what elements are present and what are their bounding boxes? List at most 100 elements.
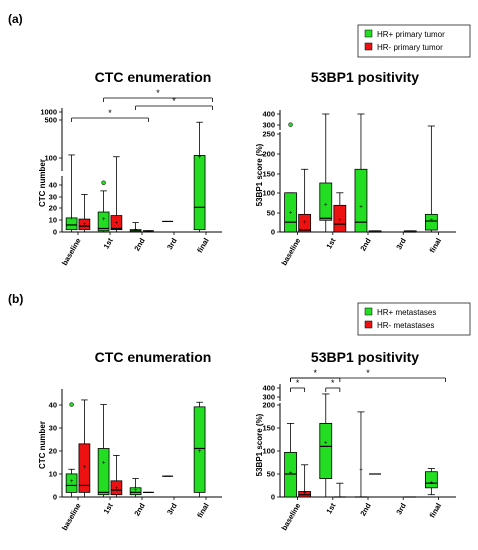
x-tick-label: baseline [60, 502, 83, 532]
box-body [97, 211, 110, 232]
box-1st-hrminus: + [110, 454, 123, 498]
y-tick-label: 0 [53, 228, 57, 237]
box-body [110, 215, 123, 231]
sig-star: * [296, 378, 300, 388]
legend-b-swatch-hrminus [364, 320, 373, 329]
legend-a-swatch-hrplus [364, 29, 373, 38]
mean-marker: + [198, 155, 202, 161]
x-tick-label: 1st [324, 501, 337, 515]
box-body [424, 213, 438, 231]
box-baseline-hrplus: + [65, 402, 78, 498]
box-1st-hrplus: + [97, 404, 110, 498]
y-tick-label: 100 [262, 447, 275, 456]
mean-marker: + [198, 449, 202, 455]
outlier-point [288, 122, 293, 127]
box-1st-hrminus [333, 482, 346, 498]
y-tick-label: 10 [49, 216, 57, 225]
y-tick-label: 20 [49, 447, 57, 456]
axis-break [59, 171, 65, 176]
panel-label-b: (b) [8, 292, 23, 306]
mean-marker: + [102, 460, 106, 466]
box-body [97, 448, 110, 496]
sig-star: * [366, 368, 370, 378]
box-final-hrplus: + [424, 125, 438, 233]
box-body [424, 471, 438, 489]
y-tick-label: 100 [262, 189, 275, 198]
y-tick-label: 1000 [40, 108, 57, 117]
box-1st-hrplus: + [319, 393, 333, 498]
y-tick-label: 10 [49, 470, 57, 479]
y-tick-label: 100 [44, 154, 57, 163]
box-baseline-hrminus: + [78, 193, 91, 233]
box-body [78, 218, 91, 231]
x-tick-label: 3rd [394, 501, 408, 516]
x-tick-label: 3rd [165, 236, 179, 251]
box-1st-hrplus: + [319, 113, 333, 233]
box-3rd-hrminus [403, 230, 417, 233]
chart-title-a-ctc: CTC enumeration [95, 69, 212, 85]
x-tick-label: final [428, 237, 444, 255]
y-tick-label: 200 [262, 401, 275, 410]
box-2nd-hrplus: + [129, 222, 142, 234]
mean-marker: + [338, 218, 342, 224]
x-tick-label: 2nd [132, 236, 147, 252]
box-body [129, 487, 142, 496]
sig-star: * [331, 378, 335, 388]
mean-marker: + [83, 465, 87, 471]
sig-star: * [313, 368, 317, 378]
legend-b-hrplus-label: HR+ metastases [377, 308, 436, 317]
legend-a-hrminus-label: HR- primary tumor [377, 43, 443, 52]
box-baseline-hrplus: + [284, 422, 297, 498]
mean-marker: + [430, 480, 434, 486]
mean-marker: + [289, 210, 293, 216]
panel-label-a: (a) [8, 12, 23, 26]
y-tick-label: 40 [49, 401, 57, 410]
mean-marker: + [303, 220, 307, 226]
ylabel-b-53bp1: 53BP1 score (%) [255, 413, 264, 476]
x-tick-label: 2nd [358, 236, 373, 252]
y-tick-label: 50 [267, 470, 275, 479]
legend-b-box [357, 302, 471, 336]
legend-b-hrminus-label: HR- metastases [377, 321, 434, 330]
mean-marker: + [359, 467, 363, 473]
box-final-hrplus: + [193, 401, 206, 498]
mean-marker: + [303, 490, 307, 496]
x-tick-label: 1st [102, 501, 115, 515]
x-tick-label: 2nd [358, 501, 373, 517]
axis-break [277, 130, 283, 132]
box-1st-hrplus: + [97, 180, 110, 233]
mean-marker: + [134, 228, 138, 234]
axis-break [277, 401, 283, 403]
y-tick-label: 500 [44, 116, 57, 125]
mean-marker: + [70, 216, 74, 222]
mean-marker: + [102, 217, 106, 223]
box-1st-hrminus: + [333, 192, 347, 233]
legend-a-box [357, 24, 471, 58]
mean-marker: + [289, 471, 293, 477]
legend-b: HR+ metastases HR- metastases [357, 302, 471, 336]
y-tick-label: 200 [262, 150, 275, 159]
y-tick-label: 0 [271, 493, 275, 502]
sig-star: * [108, 108, 112, 118]
outlier-point [69, 402, 74, 407]
x-tick-label: 1st [324, 236, 337, 250]
box-baseline-hrminus: + [298, 168, 312, 233]
x-tick-label: final [428, 502, 444, 520]
ylabel-a-ctc: CTC number [38, 159, 47, 207]
box-body [284, 451, 297, 498]
ylabel-a-53bp1: 53BP1 score (%) [255, 143, 264, 206]
box-baseline-hrplus: + [284, 122, 297, 233]
box-1st-hrminus: + [110, 156, 123, 233]
mean-marker: + [115, 486, 119, 492]
mean-marker: + [324, 203, 328, 209]
x-tick-label: baseline [280, 502, 303, 532]
y-tick-label: 150 [262, 170, 275, 179]
box-body [65, 217, 78, 231]
mean-marker: + [324, 441, 328, 447]
y-tick-label: 300 [262, 393, 275, 402]
box-2nd-hrplus: + [354, 411, 367, 498]
y-tick-label: 150 [262, 424, 275, 433]
box-body [319, 422, 333, 479]
